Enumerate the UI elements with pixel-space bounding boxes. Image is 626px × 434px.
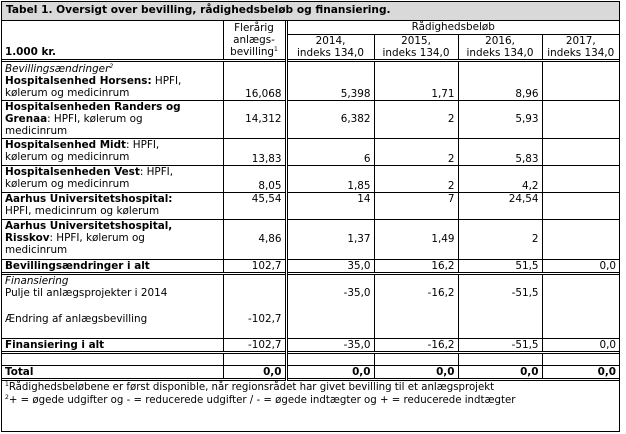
year-header-2014: 2014, bbox=[284, 34, 374, 47]
total-finansiering-row: Finansiering i alt -102,7 -35,0 -16,2 -5… bbox=[2, 338, 620, 353]
radigheds-header: Rådighedsbeløb bbox=[284, 21, 620, 35]
year-header-2016: 2016, bbox=[457, 34, 542, 47]
header-row-3: indeks 134,0 indeks 134,0 indeks 134,0 i… bbox=[2, 47, 620, 61]
unit-label: 1.000 kr. bbox=[5, 46, 56, 58]
table-row: Hospitalsenhed Horsens: HPFI, kølerum og … bbox=[2, 75, 620, 100]
fin-row-pulje: Pulje til anlægsprojekter i 2014 -35,0 -… bbox=[2, 286, 620, 313]
table-row: Hospitalsenheden Vest: HPFI, kølerum og m… bbox=[2, 165, 620, 192]
table-title: Tabel 1. Oversigt over bevilling, rådigh… bbox=[2, 2, 619, 21]
grand-total-row: Total 0,0 0,0 0,0 0,0 0,0 bbox=[2, 365, 620, 380]
fin-row-aendring: Ændring af anlægsbevilling -102,7 bbox=[2, 312, 620, 339]
table-row: Aarhus Universitetshospital, Risskov: HPF… bbox=[2, 219, 620, 259]
header-row-2: 2014, 2015, 2016, 2017, bbox=[2, 34, 620, 47]
flerarig-header: Flerårig anlægs- bevilling1 bbox=[222, 21, 286, 61]
section-finansiering: Finansiering bbox=[2, 273, 620, 287]
total-bevilling-row: Bevillingsændringer i alt 102,7 35,0 16,… bbox=[2, 259, 620, 273]
footnote-1: 1Rådighedsbeløbene er først disponible, … bbox=[5, 381, 495, 394]
table-row: Aarhus Universitetshospital: HPFI, medici… bbox=[2, 192, 620, 219]
year-header-2015: 2015, bbox=[373, 34, 458, 47]
budget-table: 1.000 kr. Flerårig anlægs- bevilling1 Rå… bbox=[2, 21, 620, 381]
header-row-1: 1.000 kr. Flerårig anlægs- bevilling1 Rå… bbox=[2, 21, 620, 61]
year-header-2017: 2017, bbox=[541, 34, 620, 47]
footnote-2: 2+ = øgede udgifter og - = reducerede ud… bbox=[5, 394, 516, 407]
spacer-row bbox=[2, 352, 620, 366]
section-bevilling: Bevillingsændringer2 bbox=[2, 60, 620, 75]
table-row: Hospitalsenhed Midt: HPFI, kølerum og med… bbox=[2, 138, 620, 165]
table-row: Hospitalsenheden Randers og Grenaa: HPFI,… bbox=[2, 100, 620, 138]
